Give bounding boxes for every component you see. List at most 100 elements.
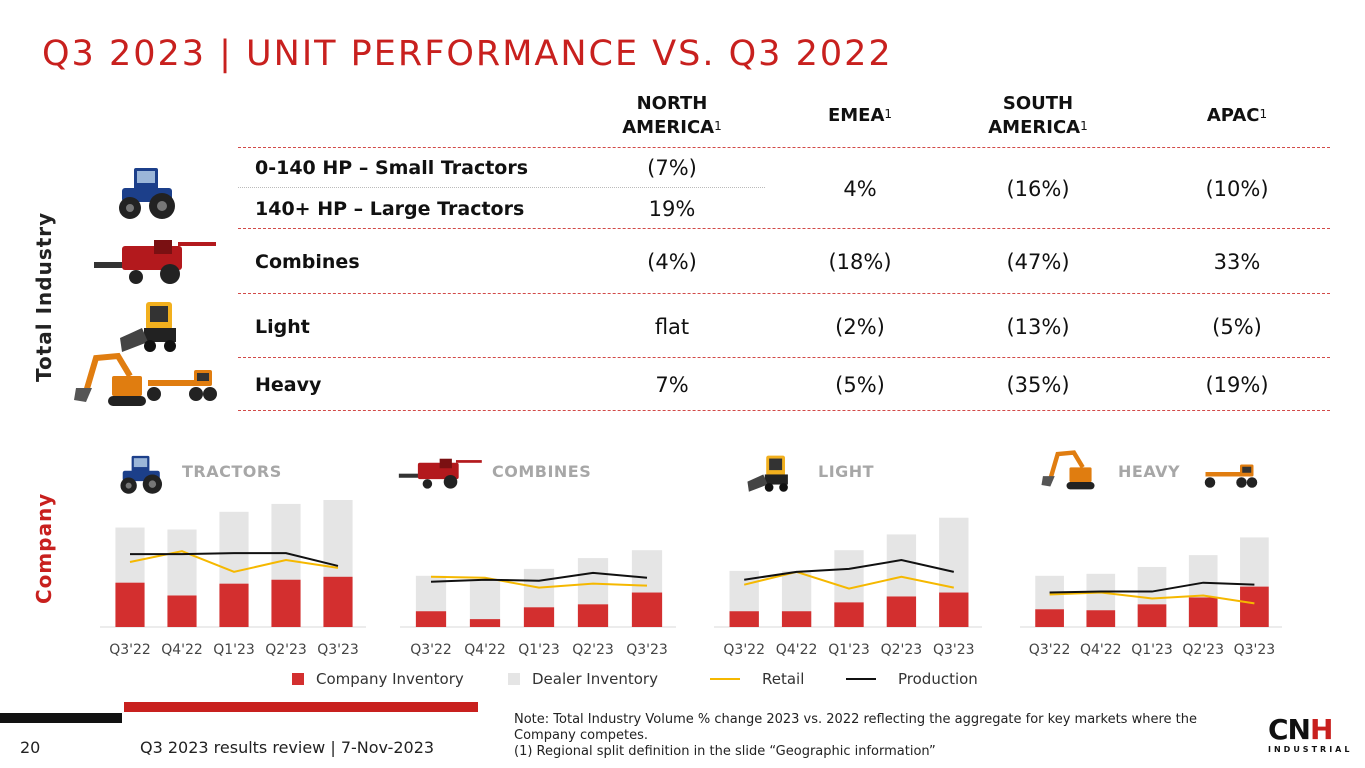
production-line [430,571,648,583]
bar-company-inventory [523,607,555,627]
bar-company-inventory [781,611,812,627]
table-divider [238,357,1330,358]
x-tick-label: Q2'23 [572,642,614,658]
section-title-tractors: TRACTORS [182,462,282,481]
chart-combines: Q3'22 Q4'22 Q1'23 Q2'23 Q3'23 [400,550,676,658]
bar-company-inventory [729,611,759,627]
legend-dealer-inventory: Dealer Inventory [508,670,658,688]
bar-company-inventory [886,596,917,627]
grader-icon [1204,464,1258,488]
row-label-heavy: Heavy [255,374,322,396]
combine-icon [94,240,216,284]
cell-tractors-apac: (10%) [1205,177,1269,201]
table-divider [238,410,1330,411]
cell-light-apac: (5%) [1212,315,1262,339]
bar-company-inventory [577,604,609,627]
cell-heavy-na: 7% [655,373,689,397]
x-tick-label: Q3'23 [626,642,668,658]
x-tick-label: Q1'23 [213,642,255,658]
excavator-icon [74,352,146,406]
production-line [1049,581,1255,594]
bar-company-inventory [631,592,663,627]
col-header-emea: EMEA1 [827,105,893,126]
row-label-small-tractors: 0-140 HP – Small Tractors [255,157,529,179]
combine-icon [398,458,482,489]
bar-company-inventory [1086,610,1116,627]
row-label-combines: Combines [255,251,360,273]
row-label-large-tractors: 140+ HP – Large Tractors [255,198,525,220]
col-header-south-america: SOUTH AMERICA1 [988,93,1088,138]
cell-light-emea: (2%) [835,315,885,339]
footnote-line: (1) Regional split definition in the sli… [514,744,936,759]
legend-swatch [710,678,740,680]
bar-company-inventory [1035,609,1064,627]
cell-combines-emea: (18%) [828,250,892,274]
cell-large-tractors-na: 19% [648,197,696,221]
page-title: Q3 2023 | UNIT PERFORMANCE VS. Q3 2022 [42,34,893,74]
retail-line [743,570,955,590]
chart-heavy: Q3'22 Q4'22 Q1'23 Q2'23 Q3'23 [1020,537,1282,658]
bar-dealer-inventory [469,579,501,627]
chart-tractors: Q3'22 Q4'22 Q1'23 Q2'23 Q3'23 [100,499,366,658]
bar-company-inventory [219,583,249,627]
cnh-logo: CNH INDUSTRIAL [1268,713,1353,755]
cell-combines-sa: (47%) [1006,250,1070,274]
x-tick-label: Q2'23 [265,642,307,658]
skid-steer-icon [747,455,788,492]
legend-label: Company Inventory [316,670,464,688]
section-title-heavy: HEAVY [1118,462,1181,481]
production-line [744,559,955,581]
row-label-light: Light [255,316,310,338]
x-tick-label: Q4'22 [1080,642,1122,658]
legend-swatch [508,673,520,685]
legend-company-inventory: Company Inventory [292,670,464,688]
bar-company-inventory [1188,597,1218,627]
section-title-combines: COMBINES [492,462,592,481]
x-tick-label: Q4'22 [776,642,818,658]
skid-steer-icon [120,302,176,352]
table-divider [238,228,1330,229]
cell-light-na: flat [654,315,690,339]
total-industry-label: Total Industry [32,211,56,382]
col-header-apac: APAC1 [1206,105,1268,126]
x-tick-label: Q3'23 [1234,642,1276,658]
x-tick-label: Q1'23 [518,642,560,658]
cell-tractors-emea: 4% [843,177,877,201]
x-tick-label: Q2'23 [881,642,923,658]
x-tick-label: Q3'22 [723,642,765,658]
x-tick-label: Q2'23 [1182,642,1224,658]
chart-light: Q3'22 Q4'22 Q1'23 Q2'23 Q3'23 [714,517,982,658]
production-line [130,552,339,567]
legend-label: Dealer Inventory [532,670,658,688]
cell-heavy-sa: (35%) [1006,373,1070,397]
cell-combines-na: (4%) [647,250,697,274]
cell-combines-apac: 33% [1213,250,1261,274]
cell-tractors-sa: (16%) [1006,177,1070,201]
x-tick-label: Q3'23 [933,642,975,658]
retail-line [430,575,648,589]
grader-icon [147,370,217,401]
x-tick-label: Q3'22 [109,642,151,658]
bar-company-inventory [469,619,501,627]
bar-company-inventory [415,611,447,627]
section-title-light: LIGHT [818,462,875,481]
bar-company-inventory [167,595,197,627]
x-tick-label: Q3'23 [317,642,359,658]
bar-company-inventory [1137,604,1167,627]
page-number: 20 [20,738,41,757]
cell-heavy-apac: (19%) [1205,373,1269,397]
bar-company-inventory [1240,586,1269,627]
x-tick-label: Q4'22 [464,642,506,658]
legend-production: Production [846,670,978,688]
excavator-icon [1041,450,1095,490]
x-tick-label: Q1'23 [1131,642,1173,658]
footer-bar-dark [0,713,122,723]
cell-heavy-emea: (5%) [835,373,885,397]
retail-line [1049,591,1255,605]
x-tick-label: Q1'23 [828,642,870,658]
x-tick-label: Q4'22 [161,642,203,658]
footnote: Note: Total Industry Volume % change 202… [514,712,1244,760]
bar-company-inventory [834,602,864,627]
bar-company-inventory [323,576,353,627]
bar-company-inventory [115,582,145,627]
